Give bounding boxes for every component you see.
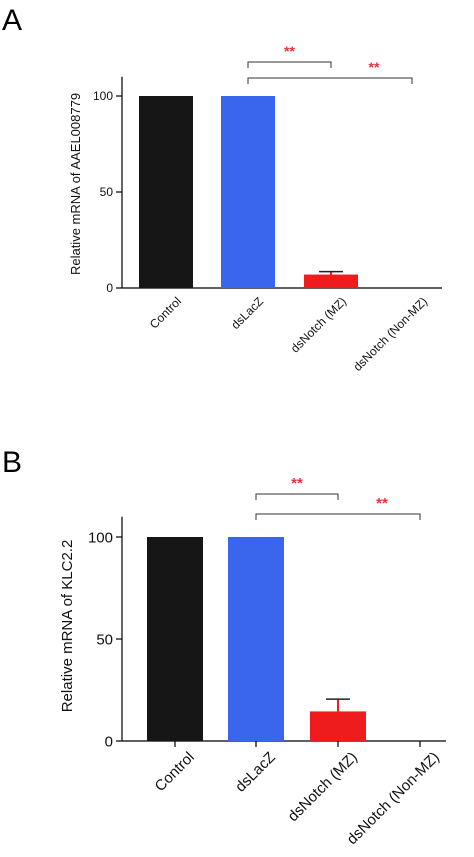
bar-3 (304, 274, 358, 288)
y-tick-label: 100 (88, 529, 113, 546)
bar-1 (147, 537, 203, 741)
significance-bracket (247, 61, 332, 68)
y-tick-label: 50 (100, 185, 114, 199)
significance-label: ** (291, 475, 303, 492)
significance-bracket (247, 77, 413, 84)
chart-panel-b: Relative mRNA of KLC2.2 0 50 100 Control dsL… (59, 475, 446, 848)
y-axis-label: Relative mRNA of KLC2.2 (59, 540, 76, 713)
x-tick-label: dsNotch (Non-MZ) (350, 294, 430, 374)
bar-2 (221, 96, 275, 288)
x-tick-label: dsNotch (MZ) (288, 294, 349, 355)
x-tick-label: Control (152, 749, 198, 795)
bar-1 (139, 96, 193, 288)
y-axis-label: Relative mRNA of AAEL008779 (68, 93, 83, 275)
x-tick-label: dsNotch (Non-MZ) (344, 749, 443, 848)
significance-label: ** (376, 495, 388, 512)
significance-label: ** (369, 59, 380, 75)
x-tick-label: Control (147, 294, 184, 331)
y-tick-label: 50 (96, 631, 113, 648)
bar-3 (310, 711, 366, 741)
bar-2 (228, 537, 284, 741)
y-tick-label: 0 (105, 733, 113, 750)
x-tick-label: dsLacZ (228, 294, 266, 332)
x-tick-label: dsNotch (MZ) (285, 749, 361, 825)
significance-label: ** (284, 43, 295, 59)
x-tick-label: dsLacZ (232, 749, 279, 796)
panel-letter-b: B (2, 446, 22, 479)
y-tick-label: 100 (93, 89, 113, 103)
y-tick-label: 0 (106, 281, 113, 295)
significance-bracket (255, 513, 421, 520)
chart-panel-a: Relative mRNA of AAEL008779 0 50 100 Contro… (68, 43, 442, 374)
panel-letter-a: A (2, 4, 22, 37)
significance-bracket (255, 493, 339, 500)
